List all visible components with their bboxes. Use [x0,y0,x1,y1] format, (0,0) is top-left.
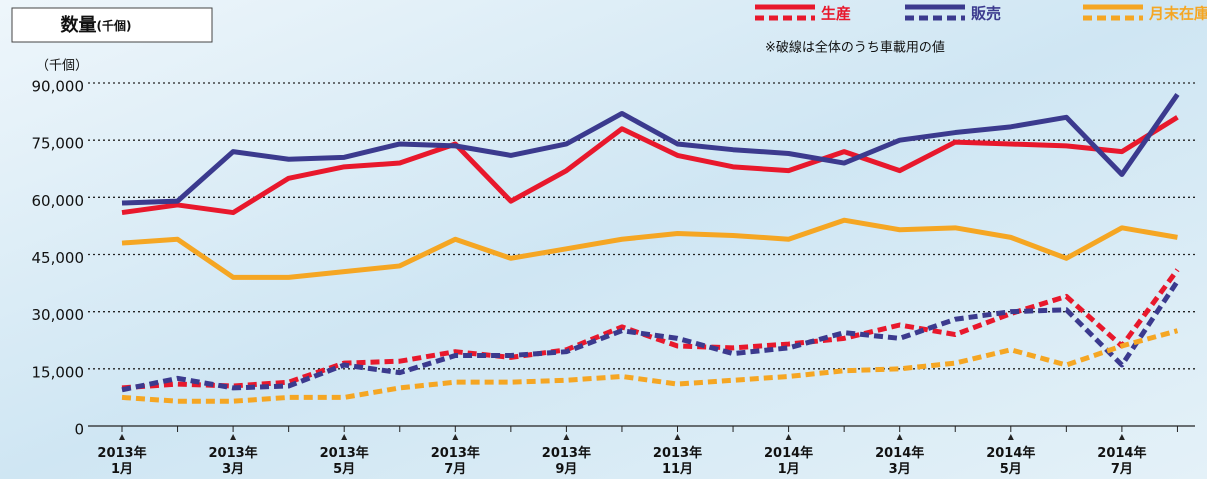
x-tick-marker [1118,434,1125,440]
y-tick-label: 60,000 [32,192,85,210]
x-tick-marker [563,434,570,440]
y-unit: （千個） [36,59,88,74]
legend-label: 生産 [821,5,851,23]
x-tick-marker [896,434,903,440]
chart-title: 数量(千個) [61,14,132,36]
x-tick-label: 2014年 1月 [764,445,813,477]
note: ※破線は全体のうち車載用の値 [765,40,945,56]
legend-label: 販売 [971,5,1001,23]
legend-label: 月末在庫 [1148,5,1207,23]
x-tick-label: 2013年 3月 [209,445,258,477]
x-tick-label: 2014年 7月 [1097,445,1146,477]
x-tick-label: 2013年 11月 [653,445,702,477]
x-tick-label: 2013年 7月 [431,445,480,477]
x-tick-marker [230,434,237,440]
x-tick-marker [1007,434,1014,440]
y-tick-label: 90,000 [32,78,85,96]
y-tick-label: 75,000 [32,135,85,153]
y-tick-label: 45,000 [32,249,85,267]
y-tick-label: 30,000 [32,306,85,324]
x-tick-marker [341,434,348,440]
line [121,93,1180,206]
line [121,115,1179,216]
x-tick-label: 2013年 9月 [542,445,591,477]
x-tick-label: 2013年 1月 [97,445,146,477]
x-tick-marker [674,434,681,440]
x-tick-label: 2014年 5月 [986,445,1035,477]
x-tick-marker [119,434,125,440]
y-tick-label: 0 [74,421,84,439]
x-tick-label: 2013年 5月 [320,445,369,477]
title-box [11,7,213,43]
x-tick-label: 2014年 3月 [875,445,924,477]
title-unit: (千個) [97,18,132,33]
line [121,217,1178,280]
x-tick-marker [785,434,792,440]
title-text: 数量 [61,14,97,36]
dashed-line [121,328,1179,404]
x-tick-marker [452,434,459,440]
dashed-line [121,268,1180,391]
y-tick-label: 15,000 [32,363,85,381]
dashed-line [121,279,1180,393]
